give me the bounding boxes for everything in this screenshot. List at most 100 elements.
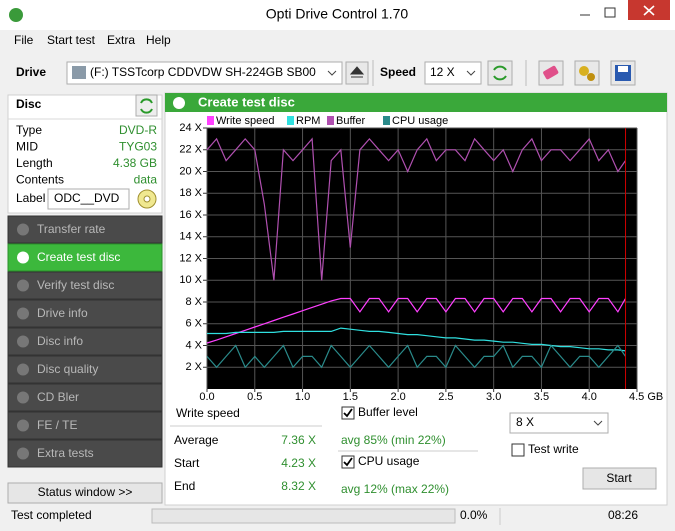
speed-value: 12 X bbox=[430, 65, 455, 79]
nav-label: Create test disc bbox=[37, 250, 120, 264]
x-tick-label: 4.5 GB bbox=[629, 391, 663, 403]
x-tick-label: 4.0 bbox=[582, 391, 597, 403]
app-icon bbox=[9, 8, 23, 22]
nav-bg bbox=[7, 299, 163, 328]
status-text: Test completed bbox=[11, 508, 92, 522]
nav-button[interactable]: Verify test disc bbox=[7, 271, 163, 300]
start-label: Start bbox=[606, 471, 632, 485]
y-tick-label: 6 X bbox=[185, 318, 202, 330]
disc-refresh-button[interactable] bbox=[135, 94, 158, 117]
menu-item[interactable]: Start test bbox=[47, 33, 96, 47]
title-bar bbox=[0, 0, 675, 30]
y-tick-label: 4 X bbox=[185, 339, 202, 351]
x-tick-label: 1.0 bbox=[295, 391, 310, 403]
y-tick-label: 14 X bbox=[179, 231, 202, 243]
drive-select[interactable]: (F:) TSSTcorp CDDVDW SH-224GB SB00 bbox=[66, 61, 343, 85]
nav-button[interactable]: Create test disc bbox=[7, 243, 163, 272]
nav-button[interactable]: Extra tests bbox=[7, 439, 163, 468]
x-tick-label: 3.5 bbox=[534, 391, 549, 403]
nav-button[interactable]: Disc quality bbox=[7, 355, 163, 384]
y-tick-label: 16 X bbox=[179, 209, 202, 221]
settings-button[interactable] bbox=[574, 60, 600, 86]
nav-label: Drive info bbox=[37, 306, 88, 320]
nav-label: FE / TE bbox=[37, 418, 77, 432]
nav-icon bbox=[17, 223, 29, 236]
checkbox-check bbox=[343, 408, 353, 418]
legend-label: Buffer bbox=[336, 115, 365, 127]
nav-label: Verify test disc bbox=[37, 278, 114, 292]
legend-label: RPM bbox=[296, 115, 320, 127]
y-tick-label: 18 X bbox=[179, 187, 202, 199]
close-button[interactable] bbox=[628, 0, 670, 20]
checkbox-box bbox=[511, 443, 525, 457]
stat-name: Average bbox=[174, 433, 219, 447]
label-input[interactable]: ODC__DVD bbox=[47, 188, 130, 210]
checkbox[interactable]: Test write bbox=[511, 442, 579, 457]
nav-button[interactable]: Disc info bbox=[7, 327, 163, 356]
panel-icon bbox=[173, 97, 185, 109]
menu-item[interactable]: File bbox=[14, 33, 34, 47]
disc-heading: Disc bbox=[16, 97, 42, 111]
y-tick-label: 10 X bbox=[179, 274, 202, 286]
x-tick-label: 0.5 bbox=[247, 391, 262, 403]
drive-value: (F:) TSSTcorp CDDVDW SH-224GB SB00 bbox=[90, 65, 316, 79]
nav-icon bbox=[17, 447, 29, 460]
nav-bg bbox=[7, 439, 163, 468]
speed-select[interactable]: 12 X bbox=[424, 61, 482, 85]
speed-label: Speed bbox=[380, 65, 416, 79]
stat-name: End bbox=[174, 479, 195, 493]
panel-header bbox=[165, 93, 667, 112]
nav-label: Transfer rate bbox=[37, 222, 106, 236]
stat-value: 7.36 X bbox=[281, 433, 316, 447]
menu-item[interactable]: Help bbox=[146, 33, 171, 47]
label-button[interactable] bbox=[137, 189, 157, 209]
series-line bbox=[206, 137, 626, 281]
drive-label: Drive bbox=[16, 65, 46, 79]
status-time: 08:26 bbox=[608, 508, 638, 522]
test-speed-select[interactable]: 8 X bbox=[509, 412, 609, 434]
x-tick-label: 1.5 bbox=[343, 391, 358, 403]
nav-button[interactable]: Transfer rate bbox=[7, 215, 163, 244]
y-tick-label: 24 X bbox=[179, 122, 202, 134]
checkbox[interactable]: Buffer level bbox=[341, 405, 418, 420]
nav-bg bbox=[7, 411, 163, 440]
nav-button[interactable]: FE / TE bbox=[7, 411, 163, 440]
checkbox-box bbox=[341, 406, 355, 420]
legend-swatch bbox=[287, 116, 294, 125]
disc-value: data bbox=[134, 173, 158, 187]
legend-label: Write speed bbox=[216, 115, 275, 127]
progress-text: 0.0% bbox=[460, 508, 488, 522]
y-tick-label: 20 X bbox=[179, 165, 202, 177]
nav-bg bbox=[7, 215, 163, 244]
nav-bg bbox=[7, 243, 163, 272]
refresh-speed-button[interactable] bbox=[487, 60, 513, 86]
nav-bg bbox=[7, 327, 163, 356]
checkbox-label: Test write bbox=[528, 442, 579, 456]
nav-label: Extra tests bbox=[37, 446, 94, 460]
start-button[interactable]: Start bbox=[582, 467, 657, 490]
maximize-button[interactable] bbox=[604, 7, 616, 18]
legend-swatch bbox=[383, 116, 390, 125]
nav-button[interactable]: Drive info bbox=[7, 299, 163, 328]
nav-button[interactable]: CD Bler bbox=[7, 383, 163, 412]
checkbox-label: Buffer level bbox=[358, 405, 418, 419]
nav-icon bbox=[17, 251, 29, 264]
save-button[interactable] bbox=[610, 60, 636, 86]
label-caption: Label bbox=[16, 191, 45, 205]
disc-field: Length bbox=[16, 156, 53, 170]
checkbox-label: CPU usage bbox=[358, 454, 420, 468]
checkbox[interactable]: CPU usage bbox=[341, 454, 420, 469]
status-window-label: Status window >> bbox=[38, 485, 133, 499]
status-window-button[interactable]: Status window >> bbox=[7, 482, 163, 504]
nav-icon bbox=[17, 391, 29, 404]
eject-button[interactable] bbox=[345, 61, 369, 85]
disc-value: DVD-R bbox=[119, 123, 157, 137]
checkbox-check bbox=[343, 457, 353, 467]
x-tick-label: 2.0 bbox=[390, 391, 405, 403]
x-tick-label: 3.0 bbox=[486, 391, 501, 403]
menu-item[interactable]: Extra bbox=[107, 33, 135, 47]
nav-icon bbox=[17, 363, 29, 376]
erase-button[interactable] bbox=[538, 60, 564, 86]
series-line bbox=[207, 327, 626, 352]
